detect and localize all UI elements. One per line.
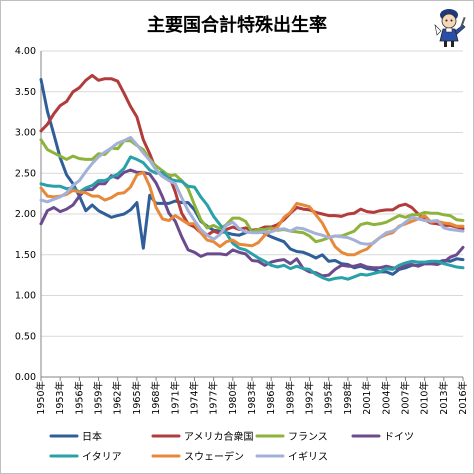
- x-axis-ticks: 1950年 1953年 1956年 1959年 1962年 1965年 1968年 1971年…: [35, 377, 469, 415]
- x-tick-label: 1989年: [284, 381, 296, 415]
- y-tick-label: 0.00: [15, 372, 36, 383]
- x-tick-label: 2016年: [457, 381, 469, 415]
- x-tick-label: 1956年: [73, 381, 85, 415]
- x-tick-label: 1971年: [169, 381, 181, 415]
- mascot-logo: [434, 9, 466, 47]
- mascot-leg-left: [444, 41, 447, 47]
- y-tick-label: 2.00: [15, 209, 36, 220]
- mascot-collar: [445, 27, 453, 33]
- x-tick-label: 1995年: [323, 381, 335, 415]
- x-tick-label: 1950年: [35, 381, 47, 415]
- gridlines: [41, 50, 463, 337]
- x-tick-label: 1953年: [54, 381, 66, 415]
- legend-label: イギリス: [288, 451, 328, 463]
- x-tick-label: 2001年: [361, 381, 373, 415]
- x-tick-label: 1974年: [188, 381, 200, 415]
- chart-title: 主要国合計特殊出生率: [147, 14, 327, 36]
- mascot-pointer: [460, 16, 466, 28]
- mascot-wing: [434, 24, 442, 36]
- y-tick-label: 2.50: [15, 168, 36, 179]
- mascot-arm: [454, 24, 466, 35]
- x-tick-label: 1986年: [265, 381, 277, 415]
- x-tick-label: 1980年: [227, 381, 239, 415]
- legend-label: 日本: [82, 430, 102, 443]
- x-tick-label: 1965年: [131, 381, 143, 415]
- legend-label: フランス: [288, 431, 328, 443]
- x-tick-label: 1983年: [246, 381, 258, 415]
- x-tick-label: 1998年: [342, 381, 354, 415]
- y-tick-label: 1.50: [15, 250, 36, 261]
- legend-label: アメリカ合衆国: [184, 430, 254, 443]
- legend-label: ドイツ: [384, 432, 414, 443]
- mascot-eye-right: [450, 19, 453, 22]
- series-line: [39, 170, 465, 257]
- mascot-face: [441, 13, 457, 29]
- series-line: [39, 155, 465, 282]
- x-tick-label: 1968年: [150, 381, 162, 415]
- x-tick-label: 2004年: [380, 381, 392, 415]
- x-tick-label: 2007年: [399, 381, 411, 415]
- series-line: [39, 135, 465, 246]
- mascot-leg-right: [451, 41, 454, 47]
- y-tick-label: 0.50: [15, 331, 36, 342]
- series-line: [39, 168, 465, 278]
- y-tick-label: 3.00: [15, 128, 36, 139]
- y-tick-label: 3.50: [15, 87, 36, 98]
- legend-label: イタリア: [82, 451, 122, 463]
- y-axis-ticks: 0.00 0.50 1.00 1.50 2.00 2.50 3.00 3.50 4.00: [15, 46, 36, 383]
- x-tick-label: 1992年: [304, 381, 316, 415]
- y-tick-label: 4.00: [15, 46, 36, 57]
- x-tick-label: 1962年: [112, 381, 124, 415]
- x-tick-label: 1959年: [93, 381, 105, 415]
- x-tick-label: 1977年: [208, 381, 220, 415]
- x-tick-label: 2013年: [438, 381, 450, 415]
- x-tick-label: 2010年: [419, 381, 431, 415]
- legend-label: スウェーデン: [184, 450, 244, 463]
- y-tick-label: 1.00: [15, 291, 36, 302]
- mascot-eye-left: [445, 19, 448, 22]
- data-series: [39, 73, 465, 282]
